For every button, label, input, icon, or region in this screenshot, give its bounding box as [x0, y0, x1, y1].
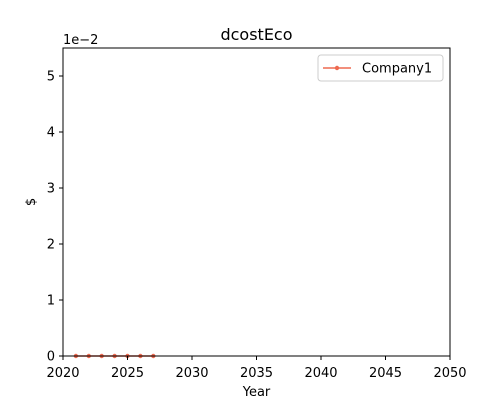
- y-axis: 0 1 2 3 4 5: [47, 70, 63, 365]
- y-tick-label: 5: [47, 70, 55, 85]
- y-offset-label: 1e−2: [63, 33, 98, 48]
- legend: Company1: [317, 54, 444, 82]
- x-tick-label: 2020: [46, 366, 79, 381]
- y-tick-label: 0: [47, 350, 55, 365]
- x-axis: 2020 2025 2030 2035 2040 2045 2050: [46, 356, 467, 381]
- plot-area: [63, 48, 450, 356]
- x-tick-label: 2045: [369, 366, 402, 381]
- chart-title: dcostEco: [220, 25, 292, 44]
- x-tick-label: 2025: [111, 366, 144, 381]
- x-tick-label: 2030: [175, 366, 208, 381]
- x-tick-label: 2035: [240, 366, 273, 381]
- y-axis-title: $: [24, 198, 39, 206]
- y-tick-label: 3: [47, 182, 55, 197]
- y-tick-label: 1: [47, 294, 55, 309]
- y-tick-label: 2: [47, 238, 55, 253]
- y-tick-label: 4: [47, 126, 55, 141]
- plot-frame: [62, 47, 451, 357]
- x-tick-label: 2040: [304, 366, 337, 381]
- x-tick-label: 2050: [433, 366, 466, 381]
- x-axis-title: Year: [242, 385, 271, 400]
- plot-background: [63, 48, 450, 356]
- legend-series-marker: [334, 65, 340, 71]
- legend-label-company1: Company1: [362, 62, 432, 77]
- legend-box: [317, 54, 444, 82]
